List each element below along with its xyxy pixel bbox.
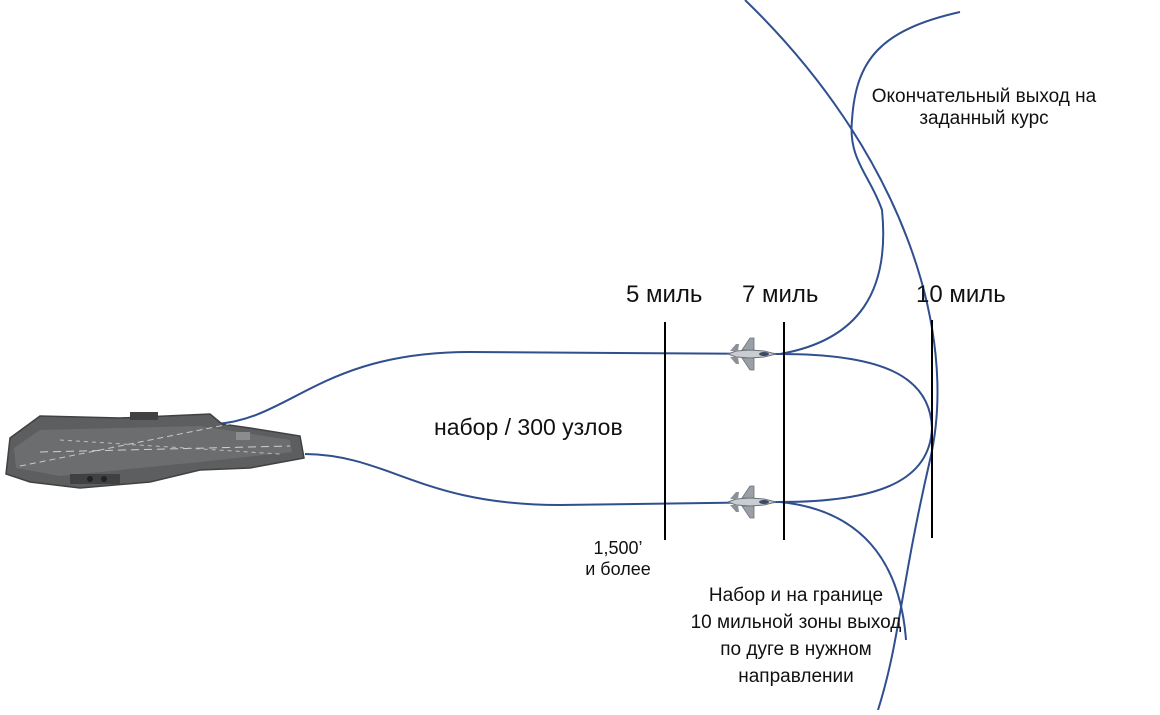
final-heading-label: Окончательный выход на заданный курс (868, 86, 1100, 130)
final-heading-line-1: Окончательный выход на (868, 86, 1100, 108)
arc-exit-label: Набор и на границе 10 мильной зоны выход… (660, 582, 932, 690)
seven-mile-label: 7 миль (742, 281, 818, 309)
fighter-jet-icon (728, 338, 776, 370)
altitude-label: 1,500’ и более (568, 538, 668, 579)
arc-exit-line-4: направлении (660, 663, 932, 690)
arc-exit-line-3: по дуге в нужном (660, 636, 932, 663)
climb-speed-label: набор / 300 узлов (434, 414, 623, 440)
arc-exit-line-1: Набор и на границе (660, 582, 932, 609)
altitude-line-2: и более (568, 559, 668, 580)
aircraft-carrier-icon (6, 412, 304, 488)
five-mile-label: 5 миль (626, 281, 702, 309)
arc-exit-line-2: 10 мильной зоны выход (660, 609, 932, 636)
final-heading-line-2: заданный курс (868, 108, 1100, 130)
altitude-line-1: 1,500’ (568, 538, 668, 559)
ten-mile-label: 10 миль (916, 281, 1006, 309)
fighter-jet-icon (728, 486, 776, 518)
